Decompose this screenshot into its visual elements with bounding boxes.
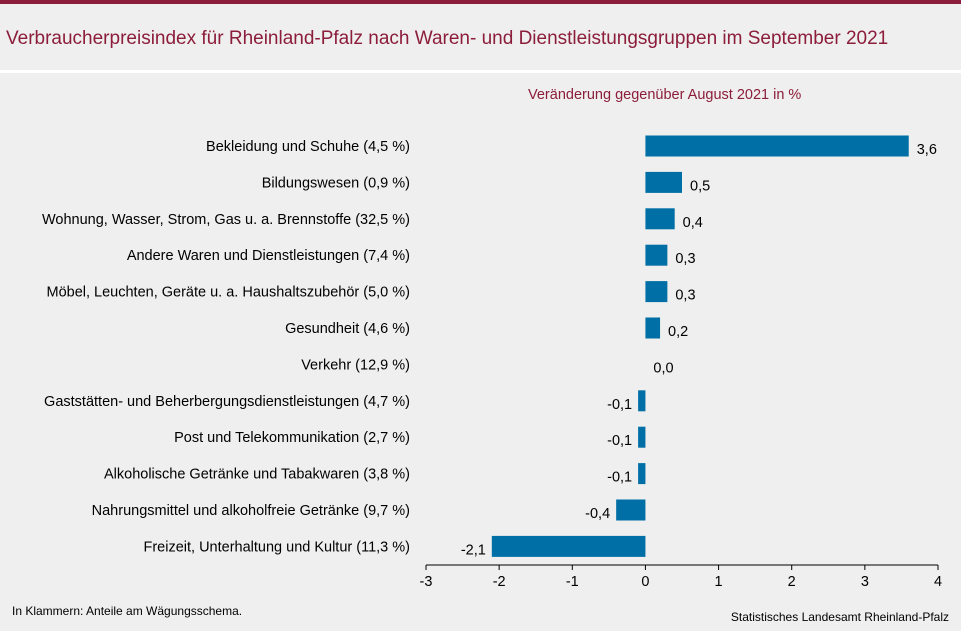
- x-tick-label: 2: [788, 574, 796, 590]
- bar: [645, 135, 909, 157]
- data-label: -0,4: [585, 506, 610, 522]
- data-label: 3,6: [917, 142, 937, 158]
- bar: [638, 390, 646, 412]
- category-label: Andere Waren und Dienstleistungen (7,4 %…: [127, 248, 410, 264]
- bar: [491, 535, 646, 557]
- category-label: Alkoholische Getränke und Tabakwaren (3,…: [104, 467, 410, 483]
- bar: [645, 244, 668, 266]
- category-label: Gaststätten- und Beherbergungsdienstleis…: [44, 394, 410, 410]
- x-tick-label: 3: [861, 574, 869, 590]
- category-label: Post und Telekommunikation (2,7 %): [174, 430, 410, 446]
- data-label: 0,2: [668, 324, 688, 340]
- category-label: Möbel, Leuchten, Geräte u. a. Haushaltsz…: [46, 285, 410, 301]
- bar: [645, 171, 682, 193]
- category-label: Gesundheit (4,6 %): [285, 321, 410, 337]
- x-tick-label: -2: [493, 574, 506, 590]
- bar: [645, 208, 675, 230]
- category-label: Bildungswesen (0,9 %): [262, 175, 410, 191]
- x-tick-label: -1: [566, 574, 579, 590]
- bar: [645, 317, 661, 339]
- category-label: Bekleidung und Schuhe (4,5 %): [206, 139, 410, 155]
- bar: [638, 426, 646, 448]
- category-label: Wohnung, Wasser, Strom, Gas u. a. Brenns…: [42, 212, 410, 228]
- footnote: In Klammern: Anteile am Wägungsschema.: [12, 604, 243, 618]
- data-label: -2,1: [461, 542, 486, 558]
- x-tick-label: 4: [934, 574, 942, 590]
- data-label: 0,5: [690, 178, 710, 194]
- data-label: -0,1: [607, 470, 632, 486]
- title-divider: [0, 70, 961, 73]
- data-label: -0,1: [607, 433, 632, 449]
- x-tick-label: 1: [715, 574, 723, 590]
- top-accent-rule: [0, 0, 961, 4]
- x-tick-label: 0: [641, 574, 649, 590]
- data-label: 0,3: [675, 251, 695, 267]
- category-label: Nahrungsmittel und alkoholfreie Getränke…: [92, 503, 410, 519]
- bar: [638, 463, 646, 485]
- data-label: 0,0: [653, 360, 673, 376]
- category-label: Verkehr (12,9 %): [301, 357, 410, 373]
- bar: [645, 281, 668, 303]
- data-label: -0,1: [607, 397, 632, 413]
- data-label: 0,4: [683, 215, 703, 231]
- chart-title: Verbraucherpreisindex für Rheinland-Pfal…: [6, 28, 889, 49]
- source-note: Statistisches Landesamt Rheinland-Pfalz: [730, 610, 949, 624]
- bar: [616, 499, 646, 521]
- chart-subtitle: Veränderung gegenüber August 2021 in %: [528, 87, 802, 103]
- data-label: 0,3: [675, 288, 695, 304]
- x-tick-label: -3: [420, 574, 433, 590]
- category-label: Freizeit, Unterhaltung und Kultur (11,3 …: [143, 539, 410, 555]
